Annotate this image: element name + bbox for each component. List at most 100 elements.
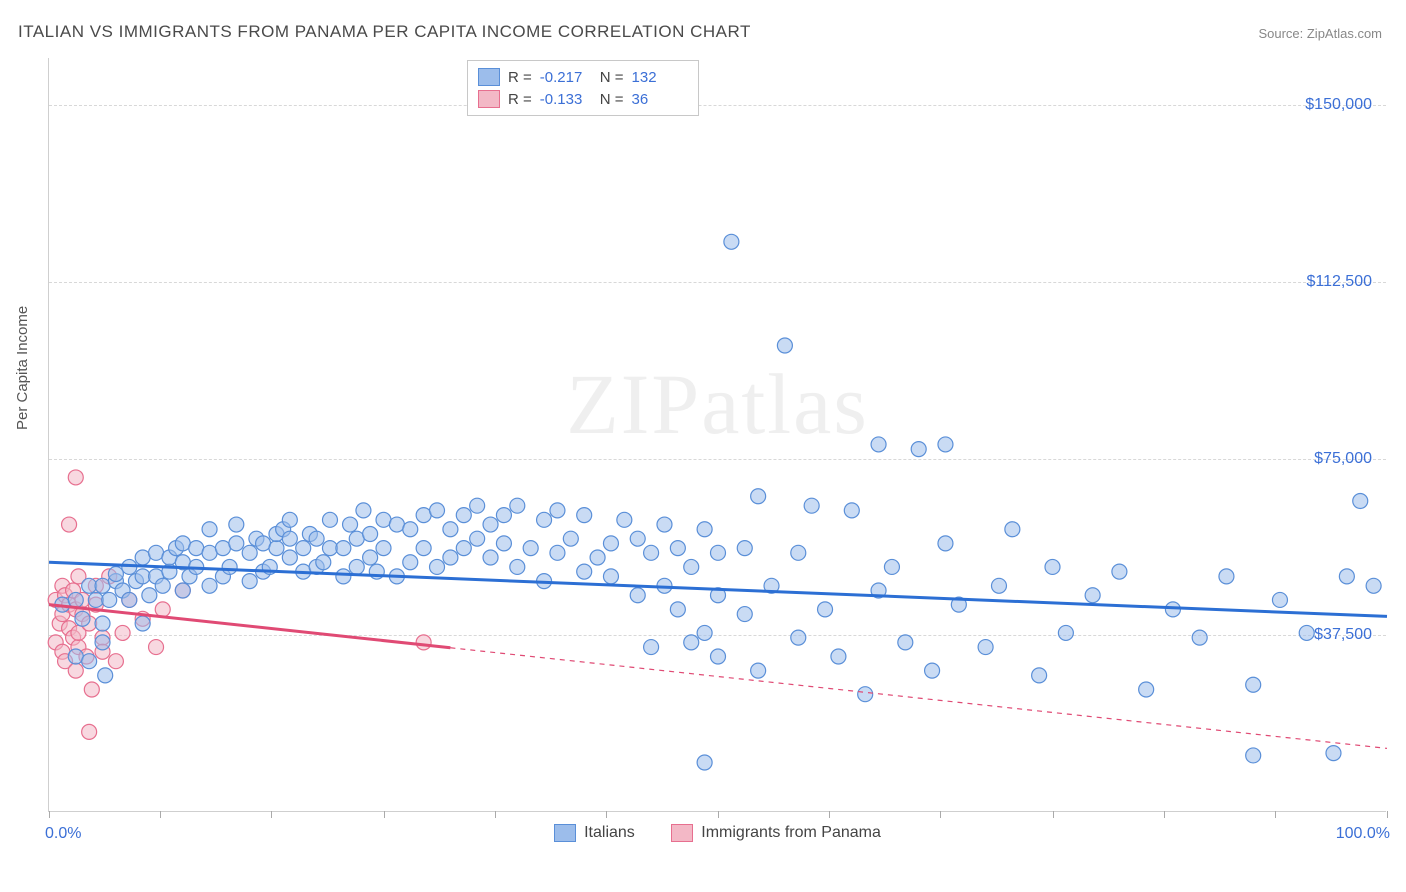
x-tick (160, 811, 161, 818)
data-point (403, 522, 418, 537)
data-point (1246, 748, 1261, 763)
legend-label-italians: Italians (584, 824, 635, 842)
chart-svg (49, 58, 1386, 811)
data-point (603, 536, 618, 551)
data-point (483, 517, 498, 532)
data-point (98, 668, 113, 683)
data-point (75, 611, 90, 626)
data-point (1192, 630, 1207, 645)
data-point (871, 437, 886, 452)
data-point (1299, 625, 1314, 640)
data-point (316, 555, 331, 570)
data-point (155, 578, 170, 593)
data-point (222, 559, 237, 574)
data-point (1246, 677, 1261, 692)
data-point (343, 517, 358, 532)
x-tick (829, 811, 830, 818)
swatch-italians (554, 824, 576, 842)
data-point (349, 531, 364, 546)
data-point (115, 625, 130, 640)
data-point (818, 602, 833, 617)
plot-area: ZIPatlas $37,500$75,000$112,500$150,000 … (48, 58, 1386, 812)
n-value-panama: 36 (632, 91, 684, 108)
data-point (510, 559, 525, 574)
data-point (456, 541, 471, 556)
data-point (376, 541, 391, 556)
legend-bottom: Italians Immigrants from Panama (49, 824, 1386, 847)
n-label: N = (600, 91, 624, 108)
x-tick (718, 811, 719, 818)
data-point (175, 536, 190, 551)
data-point (1272, 592, 1287, 607)
data-point (149, 640, 164, 655)
data-point (282, 531, 297, 546)
data-point (684, 635, 699, 650)
data-point (95, 616, 110, 631)
data-point (242, 574, 257, 589)
data-point (202, 522, 217, 537)
data-point (991, 578, 1006, 593)
data-point (737, 607, 752, 622)
data-point (88, 592, 103, 607)
n-label: N = (600, 69, 624, 86)
data-point (95, 635, 110, 650)
data-point (1326, 746, 1341, 761)
data-point (1353, 493, 1368, 508)
data-point (102, 592, 117, 607)
x-tick (1275, 811, 1276, 818)
data-point (363, 550, 378, 565)
data-point (95, 578, 110, 593)
data-point (322, 512, 337, 527)
legend-row-panama: R = -0.133 N = 36 (478, 88, 684, 110)
data-point (309, 531, 324, 546)
data-point (470, 531, 485, 546)
data-point (443, 522, 458, 537)
data-point (215, 541, 230, 556)
data-point (256, 536, 271, 551)
data-point (108, 654, 123, 669)
data-point (858, 687, 873, 702)
data-point (550, 545, 565, 560)
data-point (844, 503, 859, 518)
data-point (777, 338, 792, 353)
legend-label-panama: Immigrants from Panama (701, 824, 881, 842)
data-point (403, 555, 418, 570)
data-point (898, 635, 913, 650)
data-point (84, 682, 99, 697)
data-point (670, 541, 685, 556)
data-point (644, 545, 659, 560)
data-point (911, 442, 926, 457)
data-point (269, 541, 284, 556)
data-point (1366, 578, 1381, 593)
data-point (496, 536, 511, 551)
data-point (1032, 668, 1047, 683)
swatch-italians (478, 68, 500, 86)
x-tick (940, 811, 941, 818)
data-point (416, 635, 431, 650)
data-point (751, 663, 766, 678)
x-tick (606, 811, 607, 818)
data-point (496, 508, 511, 523)
data-point (122, 592, 137, 607)
data-point (68, 592, 83, 607)
data-point (135, 616, 150, 631)
data-point (376, 512, 391, 527)
data-point (389, 517, 404, 532)
data-point (142, 588, 157, 603)
r-label: R = (508, 69, 532, 86)
data-point (550, 503, 565, 518)
x-tick (271, 811, 272, 818)
data-point (356, 503, 371, 518)
legend-item-italians: Italians (554, 824, 635, 842)
x-tick (49, 811, 50, 818)
data-point (443, 550, 458, 565)
data-point (644, 640, 659, 655)
data-point (470, 498, 485, 513)
data-point (603, 569, 618, 584)
data-point (563, 531, 578, 546)
x-tick-min: 0.0% (45, 825, 81, 843)
legend-row-italians: R = -0.217 N = 132 (478, 66, 684, 88)
data-point (416, 541, 431, 556)
data-point (577, 564, 592, 579)
data-point (697, 755, 712, 770)
